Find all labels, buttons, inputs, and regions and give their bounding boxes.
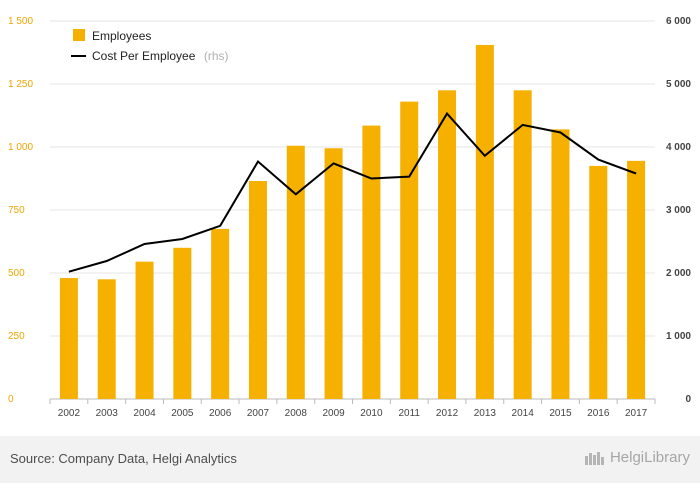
- bar-employees-2008: [286, 145, 305, 399]
- x-tick-label: 2009: [322, 408, 345, 419]
- legend-swatch-employees: [73, 29, 85, 41]
- brand-logo: HelgiLibrary: [584, 449, 690, 466]
- bar-employees-2005: [173, 247, 192, 399]
- y-left-tick-label: 1 250: [8, 79, 33, 90]
- bar-employees-2003: [97, 279, 116, 399]
- bar-employees-2016: [589, 165, 608, 399]
- legend: Employees Cost Per Employee (rhs): [71, 29, 229, 64]
- legend-label-rhs: (rhs): [204, 49, 229, 63]
- footer: Source: Company Data, Helgi Analytics He…: [0, 436, 700, 483]
- x-tick-label: 2005: [171, 408, 194, 419]
- x-tick-label: 2015: [549, 408, 572, 419]
- x-tick-label: 2007: [247, 408, 270, 419]
- bars-employees: [59, 44, 646, 400]
- x-tick-label: 2010: [360, 408, 383, 419]
- x-tick-label: 2012: [436, 408, 459, 419]
- y-right-tick-label: 2 000: [666, 268, 691, 279]
- bar-employees-2007: [248, 181, 267, 399]
- x-tick-label: 2008: [285, 408, 308, 419]
- bar-employees-2017: [627, 160, 646, 399]
- source-text: Source: Company Data, Helgi Analytics: [10, 451, 237, 466]
- y-right-tick-label: 3 000: [666, 205, 691, 216]
- brand-text: HelgiLibrary: [609, 449, 690, 466]
- bar-employees-2015: [551, 129, 570, 400]
- x-tick-label: 2014: [512, 408, 535, 419]
- x-tick-label: 2002: [58, 408, 81, 419]
- y-right-tick-label: 5 000: [666, 79, 691, 90]
- y-right-tick-label: 1 000: [666, 331, 691, 342]
- y-right-tick-label: 6 000: [666, 16, 691, 27]
- y-left-tick-label: 250: [8, 331, 25, 342]
- y-left-tick-label: 0: [8, 394, 14, 405]
- x-axis: 2002 2003 2004 2005 2006 2007 2008 2009 2010 2011…: [49, 399, 656, 419]
- chart: 0 250 500 750 1 000 1 250 1 500 0 1 000 2 000 3 0…: [8, 16, 691, 419]
- y-axis-left: 0 250 500 750 1 000 1 250 1 500: [8, 16, 33, 405]
- bar-employees-2013: [475, 44, 494, 399]
- legend-label-cost-per-employee: Cost Per Employee (rhs): [92, 47, 229, 64]
- x-tick-label: 2016: [587, 408, 610, 419]
- x-tick-label: 2004: [133, 408, 156, 419]
- legend-label-cost-per-employee-name: Cost Per Employee: [92, 49, 196, 63]
- bar-employees-2002: [59, 278, 78, 399]
- x-tick-label: 2003: [96, 408, 119, 419]
- y-left-tick-label: 1 500: [8, 16, 33, 27]
- bar-employees-2006: [211, 228, 230, 399]
- y-axis-right: 0 1 000 2 000 3 000 4 000 5 000 6 000: [666, 16, 691, 405]
- x-tick-label: 2013: [474, 408, 497, 419]
- bar-employees-2011: [400, 101, 419, 399]
- x-tick-label: 2006: [209, 408, 232, 419]
- bar-employees-2014: [513, 90, 532, 400]
- y-right-tick-label: 4 000: [666, 142, 691, 153]
- y-right-tick-label: 0: [685, 394, 691, 405]
- x-tick-label: 2017: [625, 408, 648, 419]
- x-tick-label: 2011: [398, 408, 420, 419]
- y-left-tick-label: 1 000: [8, 142, 33, 153]
- y-left-tick-label: 500: [8, 268, 25, 279]
- bar-employees-2010: [362, 125, 381, 399]
- library-icon: [584, 451, 604, 465]
- bar-employees-2012: [438, 90, 457, 400]
- legend-label-employees: Employees: [92, 29, 151, 43]
- bar-employees-2004: [135, 261, 154, 399]
- bar-employees-2009: [324, 148, 343, 399]
- y-left-tick-label: 750: [8, 205, 25, 216]
- line-cost-per-employee: [68, 111, 637, 273]
